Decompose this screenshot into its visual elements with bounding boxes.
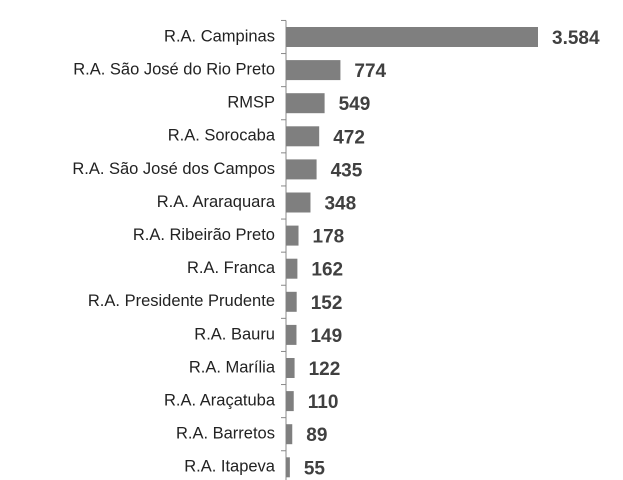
- category-label: R.A. Campinas: [164, 27, 275, 45]
- data-label: 178: [313, 227, 345, 248]
- bar: [286, 27, 538, 47]
- category-label: R.A. Sorocaba: [168, 127, 276, 145]
- data-label: 55: [304, 458, 326, 479]
- bar: [286, 291, 297, 312]
- category-label: R.A. Bauru: [194, 325, 275, 343]
- data-label: 549: [339, 94, 371, 115]
- category-label: R.A. Araraquara: [157, 193, 276, 211]
- category-label: R.A. Araçatuba: [164, 391, 276, 409]
- category-label: R.A. Itapeva: [184, 458, 276, 476]
- category-label: R.A. São José dos Campos: [72, 160, 275, 178]
- data-label: 110: [308, 392, 339, 413]
- data-label: 149: [310, 326, 342, 347]
- bar: [286, 457, 290, 478]
- category-label: R.A. Presidente Prudente: [88, 292, 275, 310]
- category-label: RMSP: [227, 94, 275, 112]
- data-label: 122: [309, 359, 341, 380]
- category-label: R.A. Marília: [189, 358, 276, 376]
- bar: [286, 324, 297, 345]
- category-label: R.A. Barretos: [176, 425, 275, 443]
- data-label: 348: [324, 194, 356, 215]
- bar: [286, 225, 299, 246]
- category-label: R.A. Ribeirão Preto: [133, 226, 275, 244]
- bar: [286, 126, 320, 147]
- bar: [286, 358, 295, 378]
- bar: [286, 93, 325, 114]
- bar: [286, 424, 293, 445]
- data-label: 472: [333, 127, 365, 148]
- data-label: 152: [311, 293, 343, 314]
- data-label: 3.584: [552, 28, 600, 49]
- bar: [286, 192, 311, 213]
- bar: [286, 60, 341, 81]
- data-label: 774: [354, 61, 386, 82]
- data-label: 89: [306, 425, 327, 446]
- bar: [286, 258, 298, 279]
- category-label: R.A. São José do Rio Preto: [73, 60, 275, 78]
- bar: [286, 391, 294, 412]
- category-label: R.A. Franca: [187, 259, 276, 277]
- bar: [286, 159, 317, 180]
- data-label: 435: [331, 160, 363, 181]
- data-label: 162: [311, 260, 343, 281]
